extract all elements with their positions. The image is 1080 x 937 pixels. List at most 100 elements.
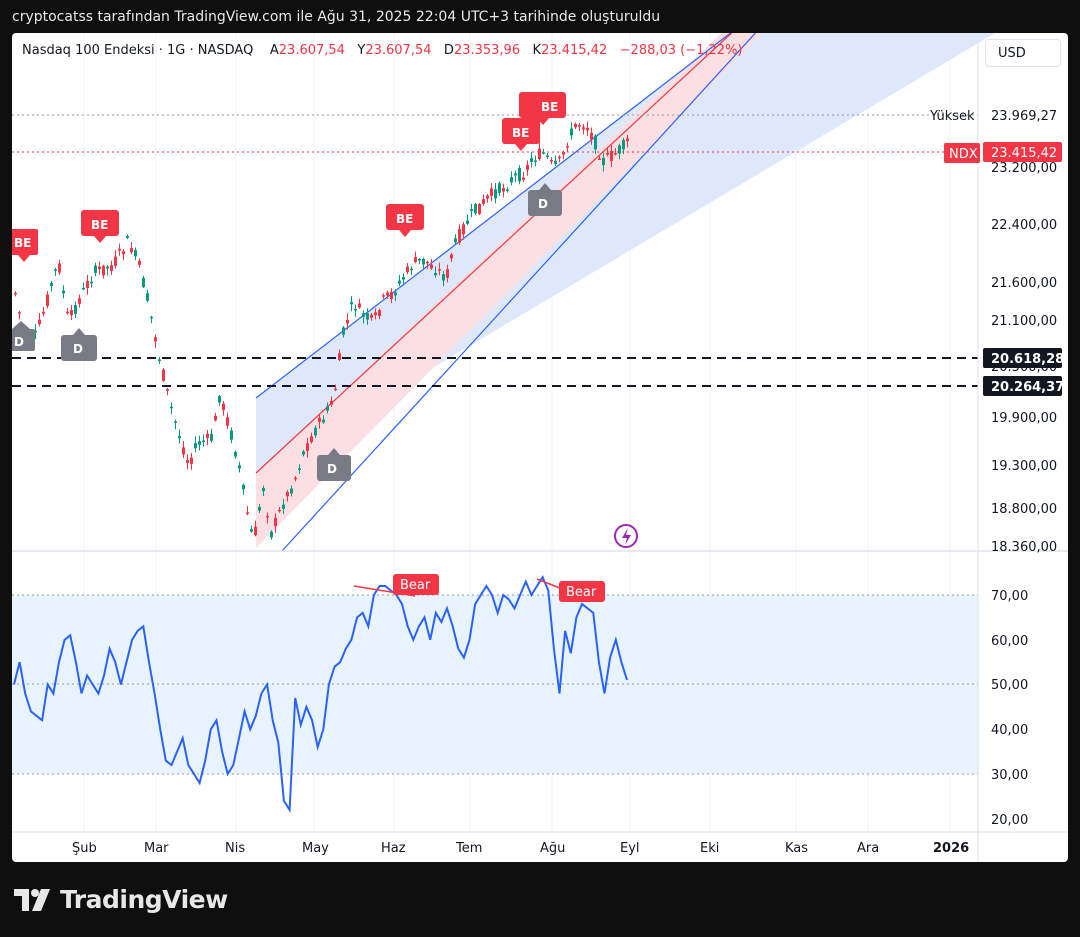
candle-body [346,320,349,324]
candle-body [122,251,125,255]
svg-text:D: D [538,197,548,211]
candle-body [302,451,305,455]
brand[interactable]: TradingView [14,885,228,914]
symbol-name[interactable]: Nasdaq 100 Endeksi · 1G · NASDAQ [22,43,254,58]
price-tick: 18.800,00 [991,502,1057,517]
chart-canvas[interactable]: 23.200,00 22.400,00 21.600,00 21.100,00 … [12,33,1068,862]
candle-body [398,280,401,284]
candle-body [134,250,137,257]
svg-text:BE: BE [541,100,558,114]
candle-body [454,238,457,243]
candle-body [250,529,253,532]
candle-body [14,292,17,295]
candle-body [282,504,285,509]
candle-body [82,287,85,290]
bearish-signal[interactable]: BE [81,210,119,243]
candle-body [570,128,573,136]
candle-body [438,269,441,271]
candle-body [478,204,481,214]
svg-text:D: D [327,462,337,476]
candle-body [358,303,361,308]
svg-text:BE: BE [14,236,31,250]
candle-body [126,236,129,238]
rsi-axis[interactable]: 70,00 60,00 50,00 40,00 30,00 20,00 [991,589,1028,828]
candle-body [586,127,589,131]
svg-text:BE: BE [396,212,413,226]
candle-body [218,396,221,403]
candle-body [466,220,469,224]
candle-body [606,152,609,155]
bullish-signal[interactable]: D [528,183,562,216]
candle-body [162,369,165,381]
candle-body [194,443,197,449]
candle-body [414,257,417,263]
channel-upper-line [255,33,732,399]
rsi-divergence-label[interactable]: Bear [393,574,439,595]
candle-body [198,441,201,445]
bullish-signal[interactable]: D [12,321,35,351]
candle-body [210,433,213,441]
candle-body [186,459,189,463]
candle-body [482,199,485,204]
time-tick: Haz [381,841,406,856]
candle-body [78,298,81,304]
candle-body [86,280,89,288]
candle-body [94,265,97,273]
candle-body [146,293,149,301]
time-tick: Ara [857,841,879,856]
candle-body [318,417,321,422]
candle-body [394,292,397,296]
bullish-signal[interactable]: D [317,448,351,481]
bearish-signal[interactable]: BE [386,204,424,237]
candle-body [290,488,293,494]
chart-panel[interactable]: 23.200,00 22.400,00 21.600,00 21.100,00 … [12,33,1068,862]
close-label: K [532,43,542,58]
bearish-signal[interactable]: BE [519,92,566,125]
candle-body [450,254,453,259]
time-tick: Şub [72,841,97,856]
candle-body [618,145,621,154]
symbol-legend[interactable]: Nasdaq 100 Endeksi · 1G · NASDAQ A23.607… [22,43,743,58]
candle-body [370,314,373,318]
candle-body [590,132,593,140]
candle-body [554,160,557,165]
svg-text:D: D [73,342,83,356]
candle-body [242,484,245,490]
candle-body [350,302,353,305]
level-label-1: 20.618,28 [991,352,1064,367]
high-label: Yüksek [929,109,975,124]
candle-body [130,248,133,253]
candle-body [522,177,525,180]
candle-body [342,327,345,335]
bullish-signal[interactable]: D [61,328,97,361]
candle-body [34,330,37,333]
bearish-signal[interactable]: BE [502,118,540,151]
candle-body [238,465,241,469]
candle-body [298,468,301,470]
tradingview-logo-icon [14,888,50,911]
rsi-divergence-label[interactable]: Bear [559,581,605,602]
candle-body [270,531,273,538]
candle-body [530,158,533,162]
candle-body [114,256,117,266]
candle-body [470,209,473,211]
open-value: 23.607,54 [278,43,345,58]
candle-body [498,183,501,193]
candle-body [66,311,69,314]
candle-body [598,158,601,160]
brand-name: TradingView [60,885,228,914]
ndx-tag: NDX [949,147,978,162]
candle-body [514,173,517,176]
currency-button[interactable]: USD [985,39,1061,67]
candle-body [338,353,341,361]
time-axis[interactable]: Şub Mar Nis May Haz Tem Ağu Eyl Eki Kas … [72,841,969,856]
candle-body [434,272,437,276]
low-label: D [443,43,454,58]
rsi-tick: 60,00 [991,634,1028,649]
bearish-signal[interactable]: BE [12,229,38,262]
lightning-icon[interactable] [614,524,638,548]
candle-body [310,436,313,443]
candle-body [382,295,385,297]
candle-body [494,189,497,199]
svg-text:BE: BE [512,126,529,140]
